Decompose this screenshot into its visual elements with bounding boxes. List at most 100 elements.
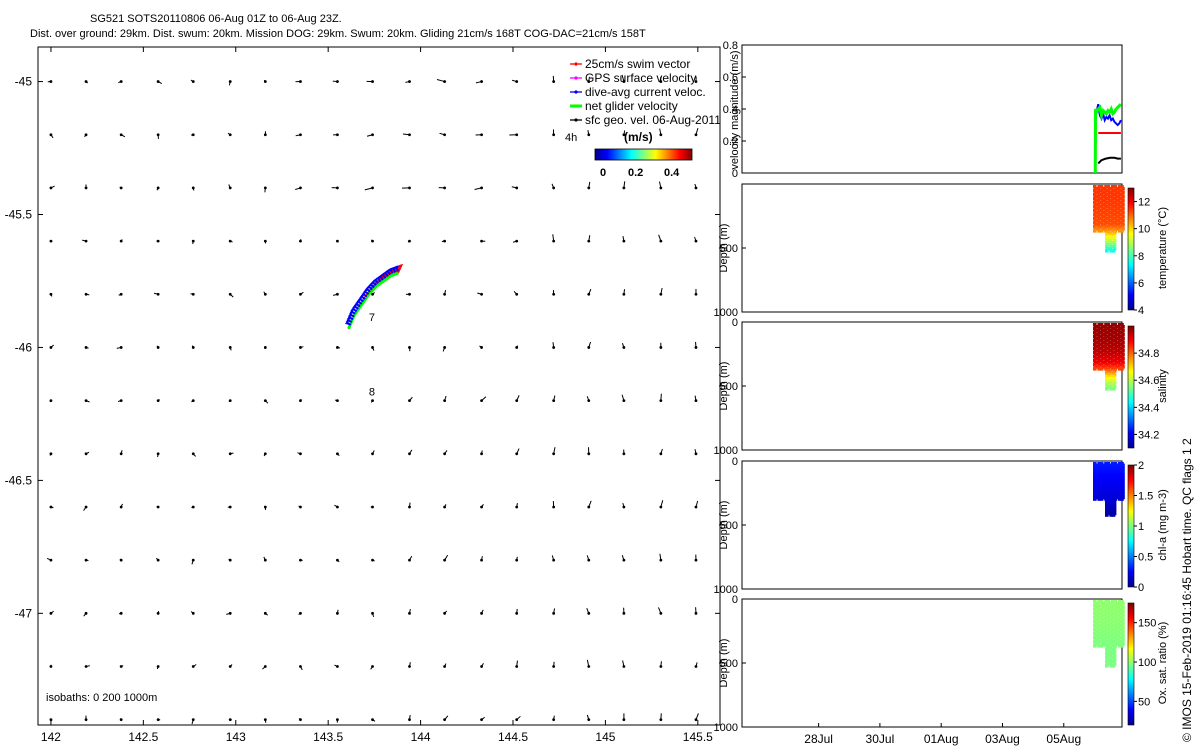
profile-sample xyxy=(1121,215,1125,219)
profile-sample xyxy=(1096,223,1100,227)
profile-sample xyxy=(1099,604,1104,608)
profile-sample xyxy=(1113,185,1117,189)
profile-sample xyxy=(1116,606,1121,610)
profile-sample xyxy=(1113,604,1117,608)
vector-head xyxy=(480,665,483,668)
profile-sample xyxy=(1110,337,1114,341)
profile-sample xyxy=(1121,227,1125,231)
profile-sample xyxy=(1107,195,1112,199)
profile-sample xyxy=(1110,215,1114,219)
profile-sample xyxy=(1111,664,1116,668)
colorbar-tick-label-0-0: 4 xyxy=(1138,305,1144,317)
profile-sample xyxy=(1116,329,1121,333)
profile-sample xyxy=(1106,600,1111,604)
profile-sample xyxy=(1093,628,1097,632)
profile-sample xyxy=(1103,614,1107,618)
vector-head xyxy=(694,346,698,349)
title-line-2: Dist. over ground: 29km. Dist. swum: 20k… xyxy=(30,28,646,40)
profile-sample xyxy=(1096,333,1100,337)
profile-sample xyxy=(1111,213,1115,217)
profile-sample xyxy=(1096,203,1100,207)
profile-sample xyxy=(1120,323,1124,327)
profile-sample xyxy=(1110,195,1114,199)
profile-sample xyxy=(1094,191,1098,195)
profile-sample xyxy=(1114,614,1118,618)
profile-sample xyxy=(1093,624,1097,628)
profile-sample xyxy=(1117,367,1122,371)
profile-sample xyxy=(1093,355,1097,359)
profile-ylabel-2: Depth (m) xyxy=(718,501,730,550)
profile-sample xyxy=(1121,365,1125,369)
profile-sample xyxy=(1104,640,1108,644)
vector-head xyxy=(263,558,267,562)
profile-sample xyxy=(1120,600,1124,604)
vector-head xyxy=(49,718,53,722)
profile-sample xyxy=(1097,217,1101,221)
vector-head xyxy=(515,452,519,456)
profile-sample xyxy=(1113,636,1117,640)
profile-sample xyxy=(1105,513,1109,517)
vector-head xyxy=(371,292,374,296)
vector-head xyxy=(443,558,447,562)
profile-sample xyxy=(1120,616,1124,620)
profile-sample xyxy=(1094,638,1098,642)
profile-sample xyxy=(1114,622,1118,626)
profile-frame-3 xyxy=(741,598,1123,728)
profile-sample xyxy=(1117,640,1122,644)
colorbar-label-2: chl-a (mg m-3) xyxy=(1157,489,1169,561)
vector-head xyxy=(694,292,698,296)
vector-head xyxy=(49,399,53,403)
profile-sample xyxy=(1117,636,1122,640)
profile-sample xyxy=(1107,606,1112,610)
vector-head xyxy=(49,665,53,668)
profile-sample xyxy=(1112,650,1117,654)
vector-head xyxy=(515,665,519,668)
vector-head xyxy=(659,399,663,403)
profile-sample xyxy=(1103,207,1107,211)
profile-sample xyxy=(1097,363,1101,367)
vector-head xyxy=(119,611,123,615)
vector-head xyxy=(480,505,483,509)
profile-sample xyxy=(1113,616,1117,620)
profile-sample xyxy=(1120,612,1124,616)
legend-label-0: 25cm/s swim vector xyxy=(585,57,690,71)
profile-sample xyxy=(1121,357,1125,361)
vector-head xyxy=(587,186,591,190)
vector-head xyxy=(119,186,123,190)
vector-head xyxy=(336,718,339,722)
profile-sample xyxy=(1103,353,1107,357)
profile-sample xyxy=(1117,343,1122,347)
profile-sample xyxy=(1117,327,1122,331)
dive-avg-vector xyxy=(394,265,399,269)
profile-sample xyxy=(1100,638,1105,642)
profile-sample xyxy=(1096,337,1100,341)
profile-sample xyxy=(1107,191,1112,195)
profile-sample xyxy=(1103,215,1107,219)
profile-sample xyxy=(1110,333,1114,337)
profile-sample xyxy=(1111,379,1116,383)
vector-head xyxy=(336,133,339,137)
vector-head xyxy=(228,239,232,243)
profile-sample xyxy=(1110,227,1114,231)
profile-sample xyxy=(1104,327,1108,331)
profile-sample xyxy=(1097,620,1101,624)
profile-sample xyxy=(1116,191,1121,195)
colorbar-label-0: temperature (°C) xyxy=(1157,207,1169,289)
profile-sample xyxy=(1110,630,1114,634)
vector-head xyxy=(408,186,411,190)
profile-sample xyxy=(1093,193,1097,197)
profile-sample xyxy=(1099,347,1104,351)
profile-sample xyxy=(1094,606,1098,610)
dive-avg-vector xyxy=(349,310,354,314)
profile-sample xyxy=(1111,241,1116,245)
profile-sample xyxy=(1106,624,1111,628)
profile-sample xyxy=(1096,642,1100,646)
profile-sample xyxy=(1113,628,1117,632)
profile-sample xyxy=(1109,237,1113,241)
profile-sample xyxy=(1106,213,1111,217)
profile-sample xyxy=(1099,201,1104,205)
dive-avg-vector xyxy=(347,314,352,319)
profile-sample xyxy=(1113,620,1117,624)
profile-sample xyxy=(1093,636,1097,640)
profile-sample xyxy=(1120,185,1124,189)
